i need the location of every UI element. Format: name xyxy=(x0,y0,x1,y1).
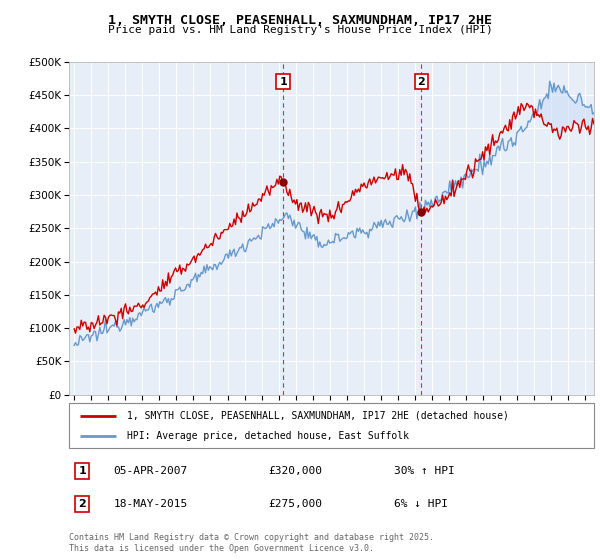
Text: 1: 1 xyxy=(279,77,287,87)
Text: 30% ↑ HPI: 30% ↑ HPI xyxy=(395,466,455,476)
Text: 05-APR-2007: 05-APR-2007 xyxy=(113,466,188,476)
Text: 1, SMYTH CLOSE, PEASENHALL, SAXMUNDHAM, IP17 2HE: 1, SMYTH CLOSE, PEASENHALL, SAXMUNDHAM, … xyxy=(108,14,492,27)
FancyBboxPatch shape xyxy=(69,403,594,448)
Text: Price paid vs. HM Land Registry's House Price Index (HPI): Price paid vs. HM Land Registry's House … xyxy=(107,25,493,35)
Text: 1: 1 xyxy=(78,466,86,476)
Text: £275,000: £275,000 xyxy=(269,499,323,509)
Text: £320,000: £320,000 xyxy=(269,466,323,476)
Text: 2: 2 xyxy=(418,77,425,87)
Text: 6% ↓ HPI: 6% ↓ HPI xyxy=(395,499,449,509)
Text: 18-MAY-2015: 18-MAY-2015 xyxy=(113,499,188,509)
Text: 1, SMYTH CLOSE, PEASENHALL, SAXMUNDHAM, IP17 2HE (detached house): 1, SMYTH CLOSE, PEASENHALL, SAXMUNDHAM, … xyxy=(127,410,509,421)
Text: Contains HM Land Registry data © Crown copyright and database right 2025.
This d: Contains HM Land Registry data © Crown c… xyxy=(69,533,434,553)
Text: HPI: Average price, detached house, East Suffolk: HPI: Average price, detached house, East… xyxy=(127,431,409,441)
Text: 2: 2 xyxy=(78,499,86,509)
